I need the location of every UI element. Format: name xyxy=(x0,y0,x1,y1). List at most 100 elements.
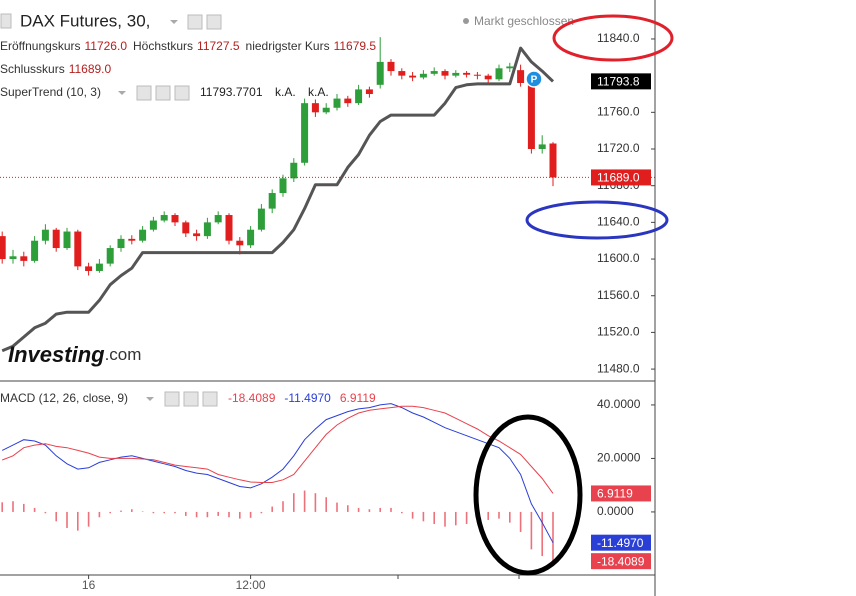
candle-body xyxy=(333,98,341,108)
last-value-tag xyxy=(591,169,651,186)
candle-body xyxy=(527,84,535,150)
candle-body xyxy=(549,143,557,178)
candle-body xyxy=(257,208,265,230)
settings-icon[interactable] xyxy=(183,391,199,407)
candle-body xyxy=(128,238,136,241)
overlay-layer: P 11793.8 11689.0 -18.4089 -11.4970 6.9119 xyxy=(525,70,651,570)
info-value: 11727.5 xyxy=(197,39,240,53)
candle-body xyxy=(214,215,222,223)
event-marker xyxy=(525,70,543,88)
supertrend-line xyxy=(1,46,555,353)
y-tick-label: 11760.0 xyxy=(597,105,640,119)
last-value-label: 6.9119 xyxy=(597,487,633,501)
candle-body xyxy=(106,248,114,264)
candle-body xyxy=(95,263,103,271)
candle-body xyxy=(193,233,201,237)
last-value-label: 11793.8 xyxy=(597,75,640,89)
event-marker-label: P xyxy=(531,75,538,86)
info-label: Höchstkurs xyxy=(133,39,193,53)
annotation-ellipse xyxy=(552,14,674,62)
y-tick-label: 11640.0 xyxy=(597,215,640,229)
visibility-icon[interactable] xyxy=(136,85,152,101)
indicator-value: 6.9119 xyxy=(340,391,376,405)
candle-body xyxy=(247,229,255,246)
visibility-icon[interactable] xyxy=(164,391,180,407)
candle-body xyxy=(344,98,352,104)
y-tick-label: 11560.0 xyxy=(597,288,640,302)
remove-icon[interactable] xyxy=(174,85,190,101)
y-tick-label: 11520.0 xyxy=(597,325,640,339)
candle-body xyxy=(117,238,125,249)
status-dot xyxy=(463,18,469,24)
indicator-name: SuperTrend (10, 3) xyxy=(0,85,101,99)
watermark: Investing.com xyxy=(8,342,141,367)
last-value-tag xyxy=(591,553,651,570)
indicator-value: -18.4089 xyxy=(228,391,276,405)
macd-line xyxy=(1,403,554,543)
info-label: Schlusskurs xyxy=(0,62,65,76)
last-value-label: 11689.0 xyxy=(597,171,640,185)
candle-body xyxy=(301,103,309,163)
candle-body xyxy=(236,240,244,246)
candle-body xyxy=(9,256,17,260)
watermark-suffix: .com xyxy=(105,345,142,364)
candle-body xyxy=(387,61,395,72)
y-tick-label: 11840.0 xyxy=(597,31,640,45)
dropdown-caret[interactable] xyxy=(118,91,126,95)
info-label: niedrigster Kurs xyxy=(246,39,330,53)
candle-body xyxy=(495,68,503,80)
x-tick-label: 12:00 xyxy=(236,578,266,592)
y-tick-label: 20.0000 xyxy=(597,451,641,465)
dropdown-caret[interactable] xyxy=(146,397,154,401)
candle-body xyxy=(452,72,460,76)
settings-icon[interactable] xyxy=(187,14,203,30)
settings-icon[interactable] xyxy=(206,14,222,30)
y-tick-label: 0.0000 xyxy=(597,504,634,518)
info-label: Eröffnungskurs xyxy=(0,39,81,53)
candle-body xyxy=(139,229,147,241)
settings-icon[interactable] xyxy=(155,85,171,101)
candle-body xyxy=(160,215,168,221)
candle-body xyxy=(203,222,211,237)
indicator-value: k.A. xyxy=(308,85,329,99)
y-tick-label: 11600.0 xyxy=(597,251,640,265)
y-tick-label: 11720.0 xyxy=(597,141,640,155)
candle-body xyxy=(20,256,28,261)
candle-body xyxy=(85,266,93,271)
candle-body xyxy=(74,231,82,267)
candle-body xyxy=(268,193,276,209)
candle-body xyxy=(52,229,60,249)
last-value-label: -18.4089 xyxy=(597,554,645,568)
candle-body xyxy=(473,74,481,76)
last-value-label: -11.4970 xyxy=(597,536,644,550)
candle-body xyxy=(365,89,373,94)
candle-body xyxy=(311,103,319,113)
y-tick-label: 11480.0 xyxy=(597,361,640,375)
candle-body xyxy=(41,229,49,241)
indicator-value: 11793.7701 xyxy=(200,85,263,99)
candle-body xyxy=(409,75,417,78)
symbol-icon[interactable] xyxy=(0,13,12,29)
info-value: 11679.5 xyxy=(334,39,377,53)
candle-body xyxy=(322,107,330,113)
plot-layer: 11480.011520.011560.011600.011640.011680… xyxy=(0,31,655,592)
ohlc-row: Schlusskurs 11689.0 xyxy=(0,62,112,76)
y-tick-label: 40.0000 xyxy=(597,397,641,411)
candle-body xyxy=(430,71,438,74)
candle-body xyxy=(506,66,514,69)
candle-body xyxy=(0,236,6,260)
dropdown-caret[interactable] xyxy=(170,20,178,24)
candle-body xyxy=(279,178,287,194)
candle-body xyxy=(376,61,384,85)
watermark-brand: Investing xyxy=(8,342,105,367)
candle-body xyxy=(441,71,449,76)
indicator-value: k.A. xyxy=(275,85,296,99)
info-value: 11689.0 xyxy=(69,62,112,76)
candle-body xyxy=(355,89,363,104)
candle-body xyxy=(398,71,406,76)
annotation-ellipse xyxy=(473,414,583,576)
candle-body xyxy=(538,144,546,150)
remove-icon[interactable] xyxy=(202,391,218,407)
candle-body xyxy=(31,240,39,261)
candle-body xyxy=(63,231,71,249)
